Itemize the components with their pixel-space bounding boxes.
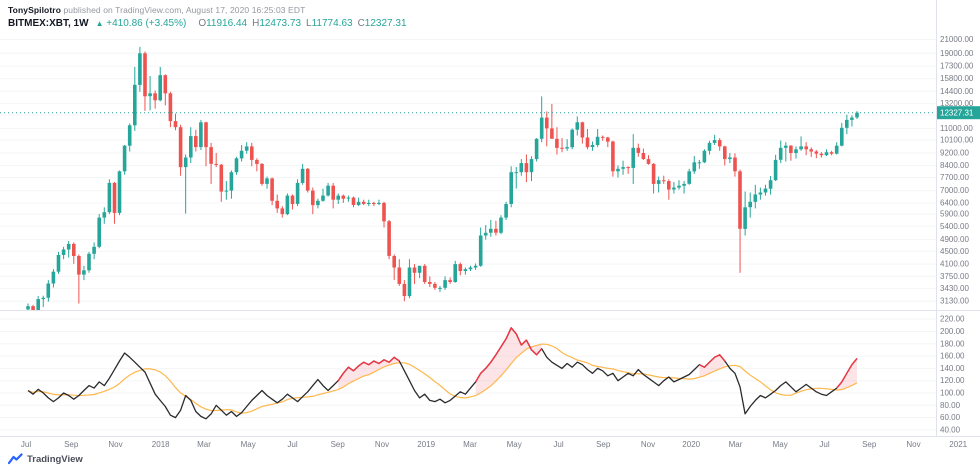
tradingview-attribution[interactable]: TradingView (8, 453, 83, 465)
price-change: ▲ +410.86 (+3.45%) (96, 18, 187, 29)
grid-lines (0, 38, 936, 431)
indicator-red-segment (474, 327, 543, 383)
svg-text:21000.00: 21000.00 (940, 35, 974, 44)
svg-text:9200.00: 9200.00 (940, 149, 969, 158)
svg-text:2020: 2020 (682, 440, 700, 449)
chart-header: TonySpilotro published on TradingView.co… (8, 5, 407, 29)
svg-text:140.00: 140.00 (940, 364, 965, 373)
svg-text:160.00: 160.00 (940, 352, 965, 361)
svg-text:100.00: 100.00 (940, 389, 965, 398)
close-label: C (357, 18, 365, 29)
svg-text:Nov: Nov (375, 440, 389, 449)
svg-text:17300.00: 17300.00 (940, 62, 974, 71)
svg-text:2019: 2019 (417, 440, 435, 449)
close-value: 12327.31 (364, 18, 407, 29)
last-price-tag: 12327.31 (937, 106, 980, 120)
svg-text:120.00: 120.00 (940, 376, 965, 385)
symbol-interval: BITMEX:XBT, 1W (8, 18, 89, 29)
svg-text:May: May (773, 440, 788, 449)
open-label: O (198, 18, 207, 29)
svg-text:4100.00: 4100.00 (940, 260, 969, 269)
time-axis[interactable]: Jul Sep Nov 2018 Mar May Jul Sep Nov 2019 Mar May Ju… (21, 440, 968, 449)
pane-borders (0, 0, 980, 437)
svg-text:Mar: Mar (463, 440, 477, 449)
high-label: H (252, 18, 260, 29)
svg-text:May: May (241, 440, 256, 449)
svg-text:14400.00: 14400.00 (940, 87, 974, 96)
svg-text:Sep: Sep (64, 440, 79, 449)
tradingview-logo-icon (8, 453, 23, 465)
svg-text:40.00: 40.00 (940, 425, 961, 434)
svg-text:7700.00: 7700.00 (940, 173, 969, 182)
ohlc-values: O11916.44 H12473.73 L11774.63 C12327.31 (193, 18, 406, 29)
svg-text:5400.00: 5400.00 (940, 222, 969, 231)
svg-text:80.00: 80.00 (940, 401, 961, 410)
svg-text:Nov: Nov (906, 440, 920, 449)
svg-text:11000.00: 11000.00 (940, 124, 973, 133)
attribution-line: TonySpilotro published on TradingView.co… (8, 5, 407, 15)
svg-text:4900.00: 4900.00 (940, 235, 969, 244)
svg-text:200.00: 200.00 (940, 327, 965, 336)
indicator-red-segment (337, 356, 400, 382)
svg-text:Nov: Nov (641, 440, 655, 449)
indicator-red-segment (699, 354, 726, 368)
svg-text:220.00: 220.00 (940, 315, 965, 324)
indicator-spread-fill (475, 327, 542, 396)
indicator-spread-fill (699, 354, 725, 378)
svg-text:2021: 2021 (949, 440, 967, 449)
svg-text:19000.00: 19000.00 (940, 49, 974, 58)
svg-text:15800.00: 15800.00 (940, 74, 974, 83)
svg-text:Sep: Sep (862, 440, 877, 449)
svg-text:180.00: 180.00 (940, 339, 965, 348)
svg-text:Mar: Mar (197, 440, 211, 449)
symbol-line: BITMEX:XBT, 1W ▲ +410.86 (+3.45%) O11916.4… (8, 18, 407, 29)
candles-layer (26, 46, 859, 310)
svg-text:Mar: Mar (729, 440, 743, 449)
indicator-pane (27, 327, 858, 420)
svg-text:3750.00: 3750.00 (940, 272, 969, 281)
svg-text:7000.00: 7000.00 (940, 186, 969, 195)
svg-text:Nov: Nov (108, 440, 122, 449)
svg-text:13200.00: 13200.00 (940, 99, 974, 108)
svg-text:3130.00: 3130.00 (940, 297, 969, 306)
high-value: 12473.73 (259, 18, 302, 29)
svg-text:12327.31: 12327.31 (940, 109, 974, 118)
svg-text:3430.00: 3430.00 (940, 284, 969, 293)
svg-text:Jul: Jul (21, 440, 31, 449)
svg-text:5900.00: 5900.00 (940, 210, 969, 219)
svg-text:8400.00: 8400.00 (940, 161, 969, 170)
author-name: TonySpilotro (8, 5, 61, 15)
svg-text:Jul: Jul (287, 440, 297, 449)
svg-text:10100.00: 10100.00 (940, 136, 974, 145)
low-label: L (306, 18, 312, 29)
open-value: 11916.44 (206, 18, 248, 29)
attribution-text: published on TradingView.com, August 17,… (60, 5, 306, 15)
svg-text:4500.00: 4500.00 (940, 247, 969, 256)
indicator-spread-fill (338, 357, 400, 390)
svg-text:60.00: 60.00 (940, 413, 961, 422)
svg-text:6400.00: 6400.00 (940, 198, 969, 207)
svg-text:Sep: Sep (331, 440, 346, 449)
tradingview-wordmark: TradingView (27, 453, 83, 465)
svg-text:May: May (507, 440, 522, 449)
indicator-ma-line (27, 343, 858, 414)
low-value: 11774.63 (311, 18, 353, 29)
change-value: +410.86 (+3.45%) (106, 18, 187, 29)
up-arrow-icon: ▲ (95, 19, 104, 28)
svg-text:Sep: Sep (596, 440, 611, 449)
svg-text:Jul: Jul (819, 440, 829, 449)
price-axis[interactable]: 21000.00 19000.00 17300.00 15800.00 14400.00… (940, 35, 974, 434)
svg-text:2018: 2018 (152, 440, 170, 449)
svg-text:Jul: Jul (553, 440, 563, 449)
indicator-red-segment (836, 358, 858, 389)
